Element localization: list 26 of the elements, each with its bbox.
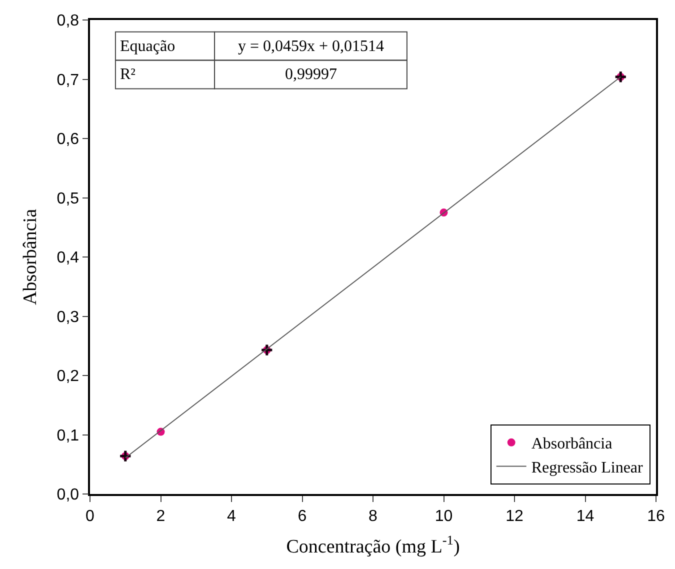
x-tick-label: 10 — [434, 508, 453, 525]
y-tick-label: 0,4 — [56, 250, 80, 267]
x-tick-label: 0 — [86, 508, 95, 525]
y-axis-title: Absorbância — [20, 208, 42, 306]
y-tick-label: 0,7 — [56, 72, 80, 89]
x-tick-label: 12 — [506, 508, 524, 525]
legend-label: Regressão Linear — [531, 459, 644, 476]
annotation: 0,99997 — [285, 66, 337, 83]
y-tick-label: 0,8 — [56, 12, 80, 30]
annotation: R² — [120, 66, 136, 83]
x-tick-label: 16 — [647, 508, 665, 525]
y-tick-label: 0,3 — [56, 308, 80, 326]
y-tick-label: 0,6 — [56, 131, 80, 148]
x-tick-label: 14 — [576, 508, 594, 525]
annotation: Equação — [120, 38, 176, 55]
annotation: y = 0,0459x + 0,01514 — [238, 38, 384, 55]
x-tick-label: 4 — [227, 508, 236, 525]
x-axis-title: Concentração (mg L$^{-1}$) — [286, 532, 460, 558]
y-tick-label: 0,0 — [56, 486, 80, 504]
y-tick-label: 0,2 — [56, 368, 80, 386]
legend-label: Absorbância — [531, 436, 612, 453]
y-tick-label: 0,1 — [56, 427, 80, 444]
x-tick-label: 8 — [368, 508, 378, 525]
y-tick-label: 0,5 — [56, 190, 80, 208]
x-tick-label: 6 — [298, 508, 307, 525]
x-tick-label: 2 — [156, 508, 166, 525]
